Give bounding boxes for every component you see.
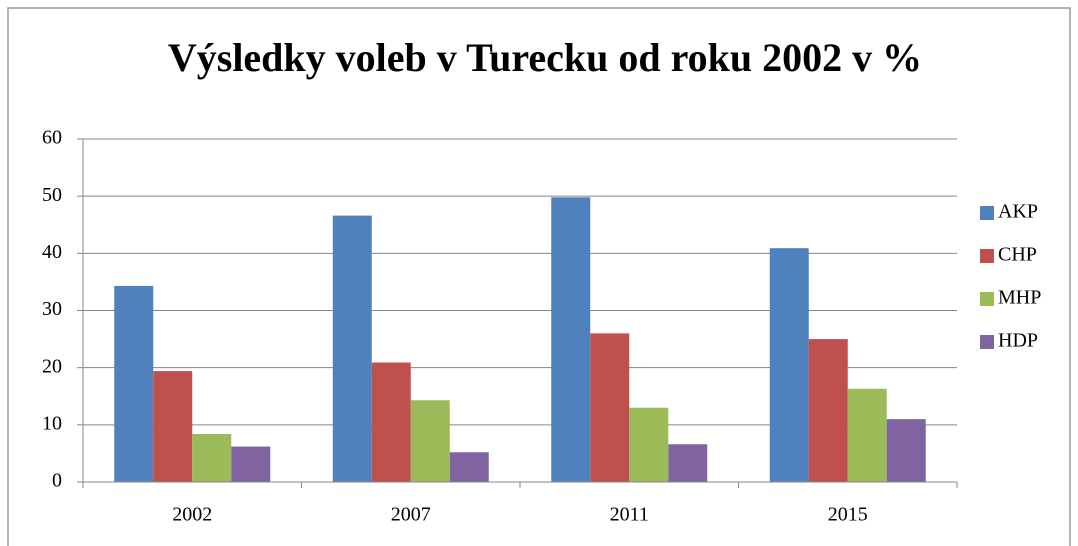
legend-label: CHP [998, 244, 1037, 266]
bar [847, 388, 887, 482]
x-tick-label: 2015 [828, 504, 868, 526]
bar [449, 452, 489, 482]
bar [769, 248, 809, 482]
bar [551, 197, 591, 482]
y-tick-label: 50 [42, 184, 62, 206]
bar [192, 433, 232, 482]
y-tick-label: 30 [42, 298, 62, 320]
bar [886, 419, 926, 482]
y-tick-label: 0 [52, 470, 62, 492]
y-tick-label: 40 [42, 241, 62, 263]
legend-label: AKP [998, 201, 1038, 223]
legend-swatch [980, 292, 994, 306]
y-tick-label: 10 [42, 412, 62, 434]
chart-frame [7, 7, 1071, 546]
bar [410, 400, 450, 482]
legend-label: HDP [998, 330, 1038, 352]
bar [231, 446, 271, 482]
legend-swatch [980, 249, 994, 263]
bar [332, 215, 372, 482]
bar [114, 285, 154, 482]
bar [153, 371, 193, 482]
bar [808, 339, 848, 482]
chart-title: Výsledky voleb v Turecku od roku 2002 v … [168, 35, 922, 80]
x-tick-label: 2007 [391, 504, 431, 526]
legend-swatch [980, 206, 994, 220]
legend-label: MHP [998, 287, 1041, 309]
y-tick-label: 60 [42, 127, 62, 149]
bar [371, 362, 411, 482]
legend-swatch [980, 335, 994, 349]
bar [629, 407, 669, 482]
x-tick-label: 2011 [610, 504, 649, 526]
y-tick-label: 20 [42, 355, 62, 377]
bar [668, 444, 708, 482]
bar [590, 333, 630, 482]
x-tick-label: 2002 [172, 504, 212, 526]
